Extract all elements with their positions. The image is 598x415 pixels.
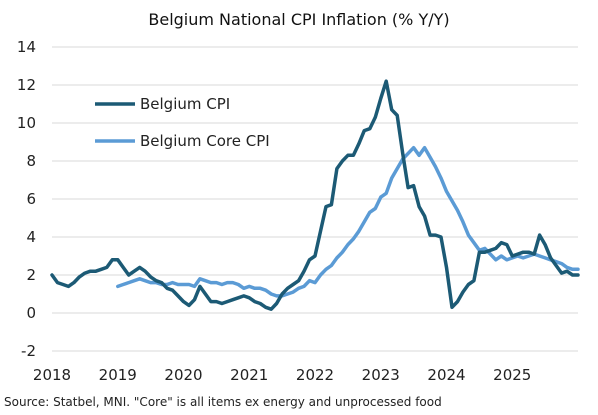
y-tick-label: 2: [26, 266, 36, 284]
x-tick-label: 2020: [164, 366, 202, 384]
x-tick-label: 2021: [230, 366, 268, 384]
y-tick-label: 6: [26, 190, 36, 208]
y-tick-label: 0: [26, 304, 36, 322]
x-tick-label: 2018: [33, 366, 71, 384]
y-tick-label: 14: [17, 38, 36, 56]
y-tick-label: 10: [17, 114, 36, 132]
x-tick-label: 2019: [99, 366, 137, 384]
series-line-belgium-core-cpi: [116, 145, 580, 298]
y-tick-label: 12: [17, 76, 36, 94]
x-tick-label: 2022: [296, 366, 334, 384]
source-note: Source: Statbel, MNI. "Core" is all item…: [4, 395, 442, 409]
y-tick-label: 4: [26, 228, 36, 246]
legend-label-belgium-cpi: Belgium CPI: [140, 95, 230, 113]
y-tick-label: -2: [21, 342, 36, 360]
x-tick-label: 2025: [493, 366, 531, 384]
x-axis-ticks: 2018 2019 2020 2021 2022 2023 2024 2025: [33, 366, 531, 384]
legend-label-belgium-core-cpi: Belgium Core CPI: [140, 132, 270, 150]
x-tick-label: 2024: [427, 366, 465, 384]
chart-title: Belgium National CPI Inflation (% Y/Y): [148, 10, 449, 29]
x-tick-label: 2023: [362, 366, 400, 384]
y-axis-ticks: -2 0 2 4 6 8 10 12 14: [17, 38, 36, 360]
y-tick-label: 8: [26, 152, 36, 170]
series-lines: [50, 79, 580, 311]
legend: Belgium CPI Belgium Core CPI: [95, 95, 270, 150]
series-line-belgium-cpi: [50, 79, 580, 311]
gridlines: [52, 46, 578, 352]
